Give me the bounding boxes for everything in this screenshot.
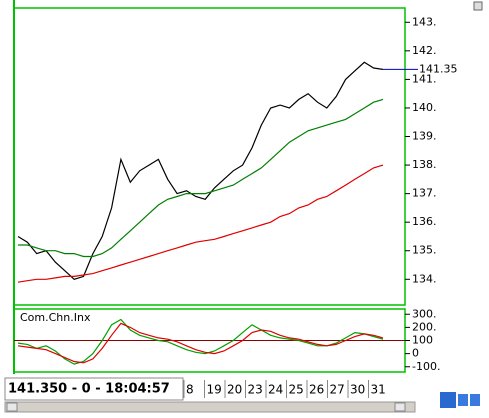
window-button[interactable] (473, 1, 483, 11)
nav-left-button[interactable] (458, 394, 468, 406)
y-tick-label: 134. (412, 272, 437, 285)
scroll-left[interactable] (6, 402, 18, 412)
y-tick-label: 142. (412, 44, 437, 57)
date-label: 31 (371, 383, 386, 397)
y-tick-label: 136. (412, 215, 437, 228)
date-label: 8 (186, 383, 194, 397)
date-label: 26 (309, 383, 324, 397)
refresh-button[interactable] (440, 392, 456, 408)
nav-right-button[interactable] (470, 394, 480, 406)
y-tick-label: 138. (412, 158, 437, 171)
scroll-right[interactable] (394, 402, 406, 412)
y-tick-label: 0 (412, 347, 419, 360)
series-line (17, 318, 384, 365)
indicator-title: Com.Chn.Inx (20, 311, 91, 324)
readout-box (4, 377, 184, 401)
date-label: 25 (289, 383, 304, 397)
series-line (18, 98, 384, 258)
date-label: 20 (227, 383, 242, 397)
series-line (17, 164, 384, 283)
date-label: 27 (330, 383, 345, 397)
date-strip: 8 19 20 23 24 25 26 27 30 31 (183, 380, 386, 398)
readout: 141.350 - 0 - 18:04:57 (8, 382, 170, 397)
date-label: 24 (268, 383, 283, 397)
y-tick-label: 143. (412, 15, 437, 28)
date-label: 30 (350, 383, 365, 397)
y-tick-label: 140. (412, 101, 437, 114)
series-line (17, 61, 384, 280)
y-tick-label: 141. (412, 72, 437, 85)
date-label: 19 (207, 383, 222, 397)
date-label: 23 (248, 383, 263, 397)
y-tick-label: 137. (412, 187, 437, 200)
y-tick-label: -100. (412, 360, 440, 373)
y-tick-label: 300. (412, 307, 437, 320)
scrollbar[interactable] (4, 401, 416, 413)
y-tick-label: 200. (412, 320, 437, 333)
main-plot-border (13, 7, 406, 306)
series-line (17, 322, 384, 364)
last-price-label: 141.35 (419, 62, 458, 75)
y-tick-label: 135. (412, 244, 437, 257)
y-tick-label: 139. (412, 130, 437, 143)
y-tick-label: 100 (412, 334, 433, 347)
